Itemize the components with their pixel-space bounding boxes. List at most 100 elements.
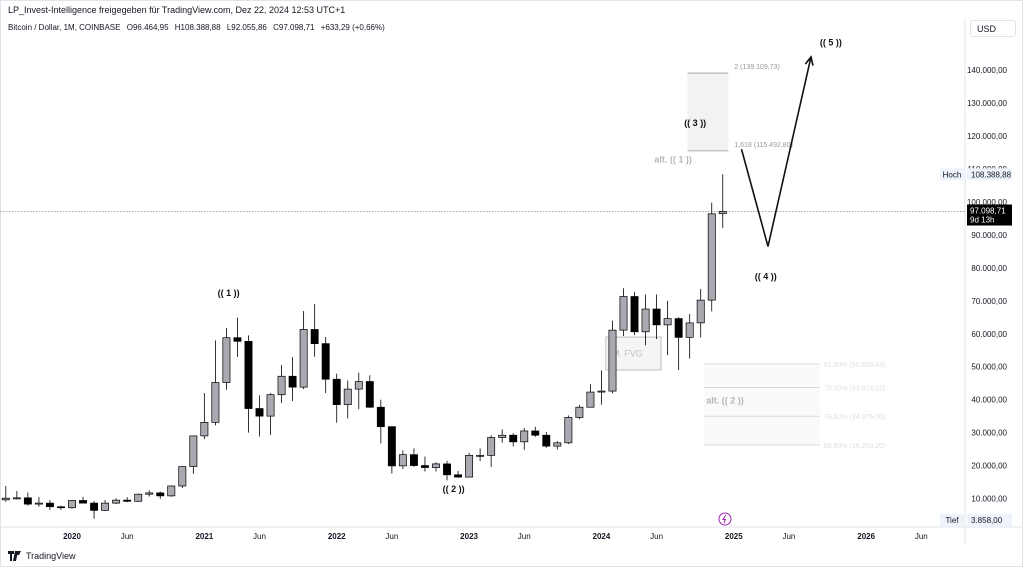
candle[interactable] [79, 496, 87, 504]
candle-body [233, 337, 242, 342]
candle[interactable] [244, 335, 253, 433]
candle[interactable] [376, 399, 385, 444]
candle[interactable] [487, 435, 496, 467]
candle[interactable] [34, 497, 43, 507]
candle[interactable] [211, 340, 220, 426]
candle[interactable] [112, 498, 121, 505]
low-tag: Tief [945, 516, 959, 525]
y-tick-label: 10.000,00 [971, 495, 1007, 504]
candle[interactable] [498, 429, 507, 443]
candle[interactable] [685, 313, 694, 359]
candle[interactable] [68, 500, 76, 509]
candle[interactable] [233, 317, 242, 357]
candle[interactable] [101, 500, 110, 512]
candle[interactable] [575, 404, 584, 420]
candle-body [34, 502, 43, 505]
ohlc-high: H108.388,88 [174, 23, 221, 32]
candle[interactable] [178, 466, 187, 488]
candle[interactable] [454, 470, 463, 478]
candle-body [685, 322, 694, 338]
x-tick-label: Jun [518, 532, 531, 541]
candle[interactable] [520, 427, 529, 450]
y-tick-label: 140.000,00 [967, 66, 1008, 75]
candle[interactable] [90, 501, 99, 519]
candle[interactable] [299, 311, 308, 390]
candle[interactable] [542, 431, 551, 448]
x-tick-label: Jun [121, 532, 134, 541]
candle[interactable] [266, 393, 275, 435]
candle[interactable] [586, 384, 595, 408]
candle[interactable] [145, 490, 154, 497]
candle[interactable] [553, 441, 562, 450]
candle[interactable] [564, 415, 573, 445]
event-marker-icon[interactable] [718, 512, 732, 526]
currency-button[interactable]: USD [970, 20, 1016, 37]
candle[interactable] [509, 433, 518, 447]
candle[interactable] [421, 456, 429, 472]
fvg-label: M. FVG [612, 349, 643, 359]
candle[interactable] [354, 372, 363, 410]
x-tick-label: 2021 [195, 532, 213, 541]
ohlc-open: O96.464,95 [126, 23, 169, 32]
candle[interactable] [608, 320, 617, 394]
tradingview-footer[interactable]: TradingView [8, 551, 76, 561]
candle-body [222, 337, 231, 383]
candle[interactable] [718, 174, 727, 229]
candle[interactable] [12, 490, 21, 500]
fib-retracement-label: 70,50% (43.674,02) [824, 386, 886, 393]
candle[interactable] [443, 460, 451, 481]
candle[interactable] [663, 300, 672, 356]
symbol-legend[interactable]: Bitcoin / Dollar, 1M, COINBASE O96.464,9… [8, 23, 389, 32]
candle[interactable] [343, 380, 352, 419]
candle[interactable] [310, 304, 319, 357]
y-tick-label: 20.000,00 [971, 462, 1007, 471]
candle[interactable] [45, 500, 54, 511]
candle-body [112, 499, 121, 504]
candle[interactable] [156, 491, 165, 499]
candle[interactable] [476, 448, 485, 461]
candle[interactable] [630, 291, 639, 336]
candle[interactable] [387, 426, 396, 474]
candle[interactable] [707, 202, 716, 312]
candle[interactable] [597, 370, 606, 405]
candle[interactable] [1, 485, 10, 502]
candle[interactable] [652, 294, 661, 340]
candle[interactable] [134, 493, 143, 502]
candle[interactable] [409, 448, 418, 467]
candle[interactable] [23, 492, 32, 506]
candle[interactable] [321, 337, 330, 394]
candle[interactable] [255, 395, 264, 437]
x-tick-label: 2026 [857, 532, 875, 541]
candle[interactable] [222, 327, 231, 390]
candle-body [68, 500, 76, 509]
candle[interactable] [619, 288, 628, 337]
candle[interactable] [696, 288, 705, 338]
candle[interactable] [167, 485, 176, 497]
candle[interactable] [288, 357, 297, 401]
candle-body [652, 308, 661, 326]
candle[interactable] [674, 317, 683, 370]
candle[interactable] [57, 505, 65, 511]
x-tick-label: Jun [915, 532, 928, 541]
candle[interactable] [432, 462, 440, 472]
ohlc-low: L92.055,86 [226, 23, 267, 32]
candle[interactable] [398, 450, 407, 470]
candle-body [465, 454, 474, 478]
candle-body [421, 465, 429, 468]
candle[interactable] [123, 497, 132, 503]
candle[interactable] [200, 393, 209, 440]
tradingview-brand: TradingView [26, 551, 76, 561]
candle[interactable] [465, 452, 474, 478]
y-tick-label: 100.000,00 [967, 198, 1008, 207]
candle-body [299, 329, 308, 388]
candle[interactable] [365, 375, 374, 408]
candle-body [432, 463, 440, 468]
candle[interactable] [189, 435, 198, 474]
candle[interactable] [531, 426, 540, 437]
candle-body [288, 375, 297, 388]
candle[interactable] [641, 294, 650, 346]
candle[interactable] [277, 365, 286, 403]
candle[interactable] [332, 373, 341, 423]
